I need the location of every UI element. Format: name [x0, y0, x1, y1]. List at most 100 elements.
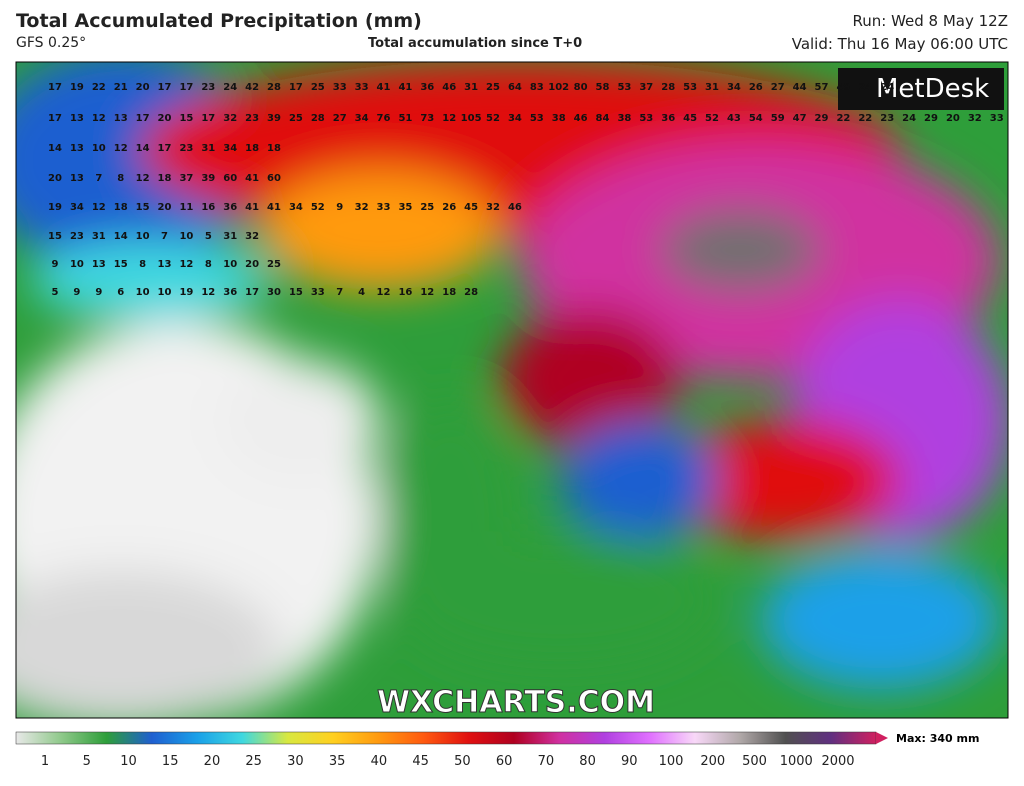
precip-value: 12	[136, 173, 150, 184]
precip-value: 17	[136, 113, 150, 124]
precip-value: 36	[420, 82, 434, 93]
precip-value: 7	[161, 231, 168, 242]
legend-label: 100	[659, 754, 684, 769]
precip-value: 13	[158, 259, 172, 270]
precip-value: 18	[245, 143, 259, 154]
precip-value: 18	[114, 202, 128, 213]
precip-value: 12	[442, 113, 456, 124]
precip-value: 9	[95, 287, 102, 298]
precip-value: 53	[617, 82, 631, 93]
precip-value: 43	[727, 113, 741, 124]
precip-value: 17	[48, 113, 62, 124]
legend-label: 40	[371, 754, 388, 769]
precip-value: 21	[114, 82, 128, 93]
legend-label: 1	[41, 754, 49, 769]
precip-value: 31	[223, 231, 237, 242]
precip-value: 17	[158, 82, 172, 93]
precip-value: 35	[398, 202, 412, 213]
logo: MetDesk	[876, 74, 989, 104]
legend-label: 70	[538, 754, 555, 769]
legend-label: 90	[621, 754, 638, 769]
legend-label: 5	[83, 754, 91, 769]
precip-value: 52	[705, 113, 719, 124]
precip-value: 11	[179, 202, 193, 213]
precip-value: 17	[179, 82, 193, 93]
precip-value: 34	[70, 202, 84, 213]
precip-value: 15	[48, 231, 62, 242]
precip-value: 29	[924, 113, 938, 124]
precip-value: 42	[245, 82, 259, 93]
precip-value: 41	[398, 82, 412, 93]
precip-value: 37	[639, 82, 653, 93]
precip-value: 39	[201, 173, 215, 184]
precip-value: 36	[223, 287, 237, 298]
precip-value: 16	[201, 202, 215, 213]
precip-value: 13	[70, 113, 84, 124]
subtitle: Total accumulation since T+0	[368, 36, 583, 51]
precip-value: 10	[92, 143, 106, 154]
precip-value: 46	[508, 202, 522, 213]
precip-value: 14	[114, 231, 128, 242]
precip-value: 47	[793, 113, 807, 124]
precip-value: 13	[92, 259, 106, 270]
precip-value: 49	[836, 82, 850, 93]
precip-value: 10	[223, 259, 237, 270]
precip-value: 102	[548, 82, 569, 93]
colorbar-arrow	[876, 732, 888, 744]
precip-value: 20	[158, 113, 172, 124]
precip-value: 37	[179, 173, 193, 184]
run: Run: Wed 8 May 12Z	[852, 12, 1008, 30]
legend-label: 20	[204, 754, 221, 769]
legend-label: 35	[329, 754, 346, 769]
precip-value: 36	[661, 113, 675, 124]
precip-value: 5	[205, 231, 212, 242]
precip-value: 17	[289, 82, 303, 93]
precip-value: 52	[486, 113, 500, 124]
precip-value: 22	[836, 113, 850, 124]
precip-value: 34	[289, 202, 303, 213]
precip-value: 25	[420, 202, 434, 213]
precip-value: 33	[990, 113, 1004, 124]
precip-value: 28	[464, 287, 478, 298]
precip-value: 17	[158, 143, 172, 154]
precip-value: 13	[70, 173, 84, 184]
precip-value: 9	[336, 202, 343, 213]
precip-value: 84	[596, 113, 610, 124]
precip-value: 27	[333, 113, 347, 124]
precip-value: 31	[705, 82, 719, 93]
precip-value: 10	[70, 259, 84, 270]
precip-value: 60	[223, 173, 237, 184]
legend-label: 2000	[821, 754, 854, 769]
precip-value: 20	[48, 173, 62, 184]
precip-value: 54	[749, 113, 763, 124]
precip-value: 20	[245, 259, 259, 270]
precip-value: 76	[377, 113, 391, 124]
precip-value: 45	[683, 113, 697, 124]
precip-value: 24	[902, 113, 916, 124]
legend-label: 500	[742, 754, 767, 769]
precip-value: 23	[179, 143, 193, 154]
precip-value: 13	[70, 143, 84, 154]
precip-value: 33	[311, 287, 325, 298]
precip-value: 34	[727, 82, 741, 93]
precip-value: 28	[311, 113, 325, 124]
precip-value: 32	[223, 113, 237, 124]
precip-value: 8	[205, 259, 212, 270]
precip-value: 17	[201, 113, 215, 124]
precip-value: 53	[530, 113, 544, 124]
precip-value: 25	[486, 82, 500, 93]
precip-value: 10	[158, 287, 172, 298]
precip-value: 15	[136, 202, 150, 213]
precip-value: 53	[683, 82, 697, 93]
precip-value: 23	[201, 82, 215, 93]
precip-value: 26	[442, 202, 456, 213]
precip-value: 32	[486, 202, 500, 213]
legend-label: 45	[412, 754, 429, 769]
precip-value: 34	[355, 113, 369, 124]
precip-value: 24	[880, 82, 894, 93]
precip-value: 64	[508, 82, 522, 93]
precip-value: 27	[771, 82, 785, 93]
precip-value: 23	[70, 231, 84, 242]
precip-value: 5	[52, 287, 59, 298]
